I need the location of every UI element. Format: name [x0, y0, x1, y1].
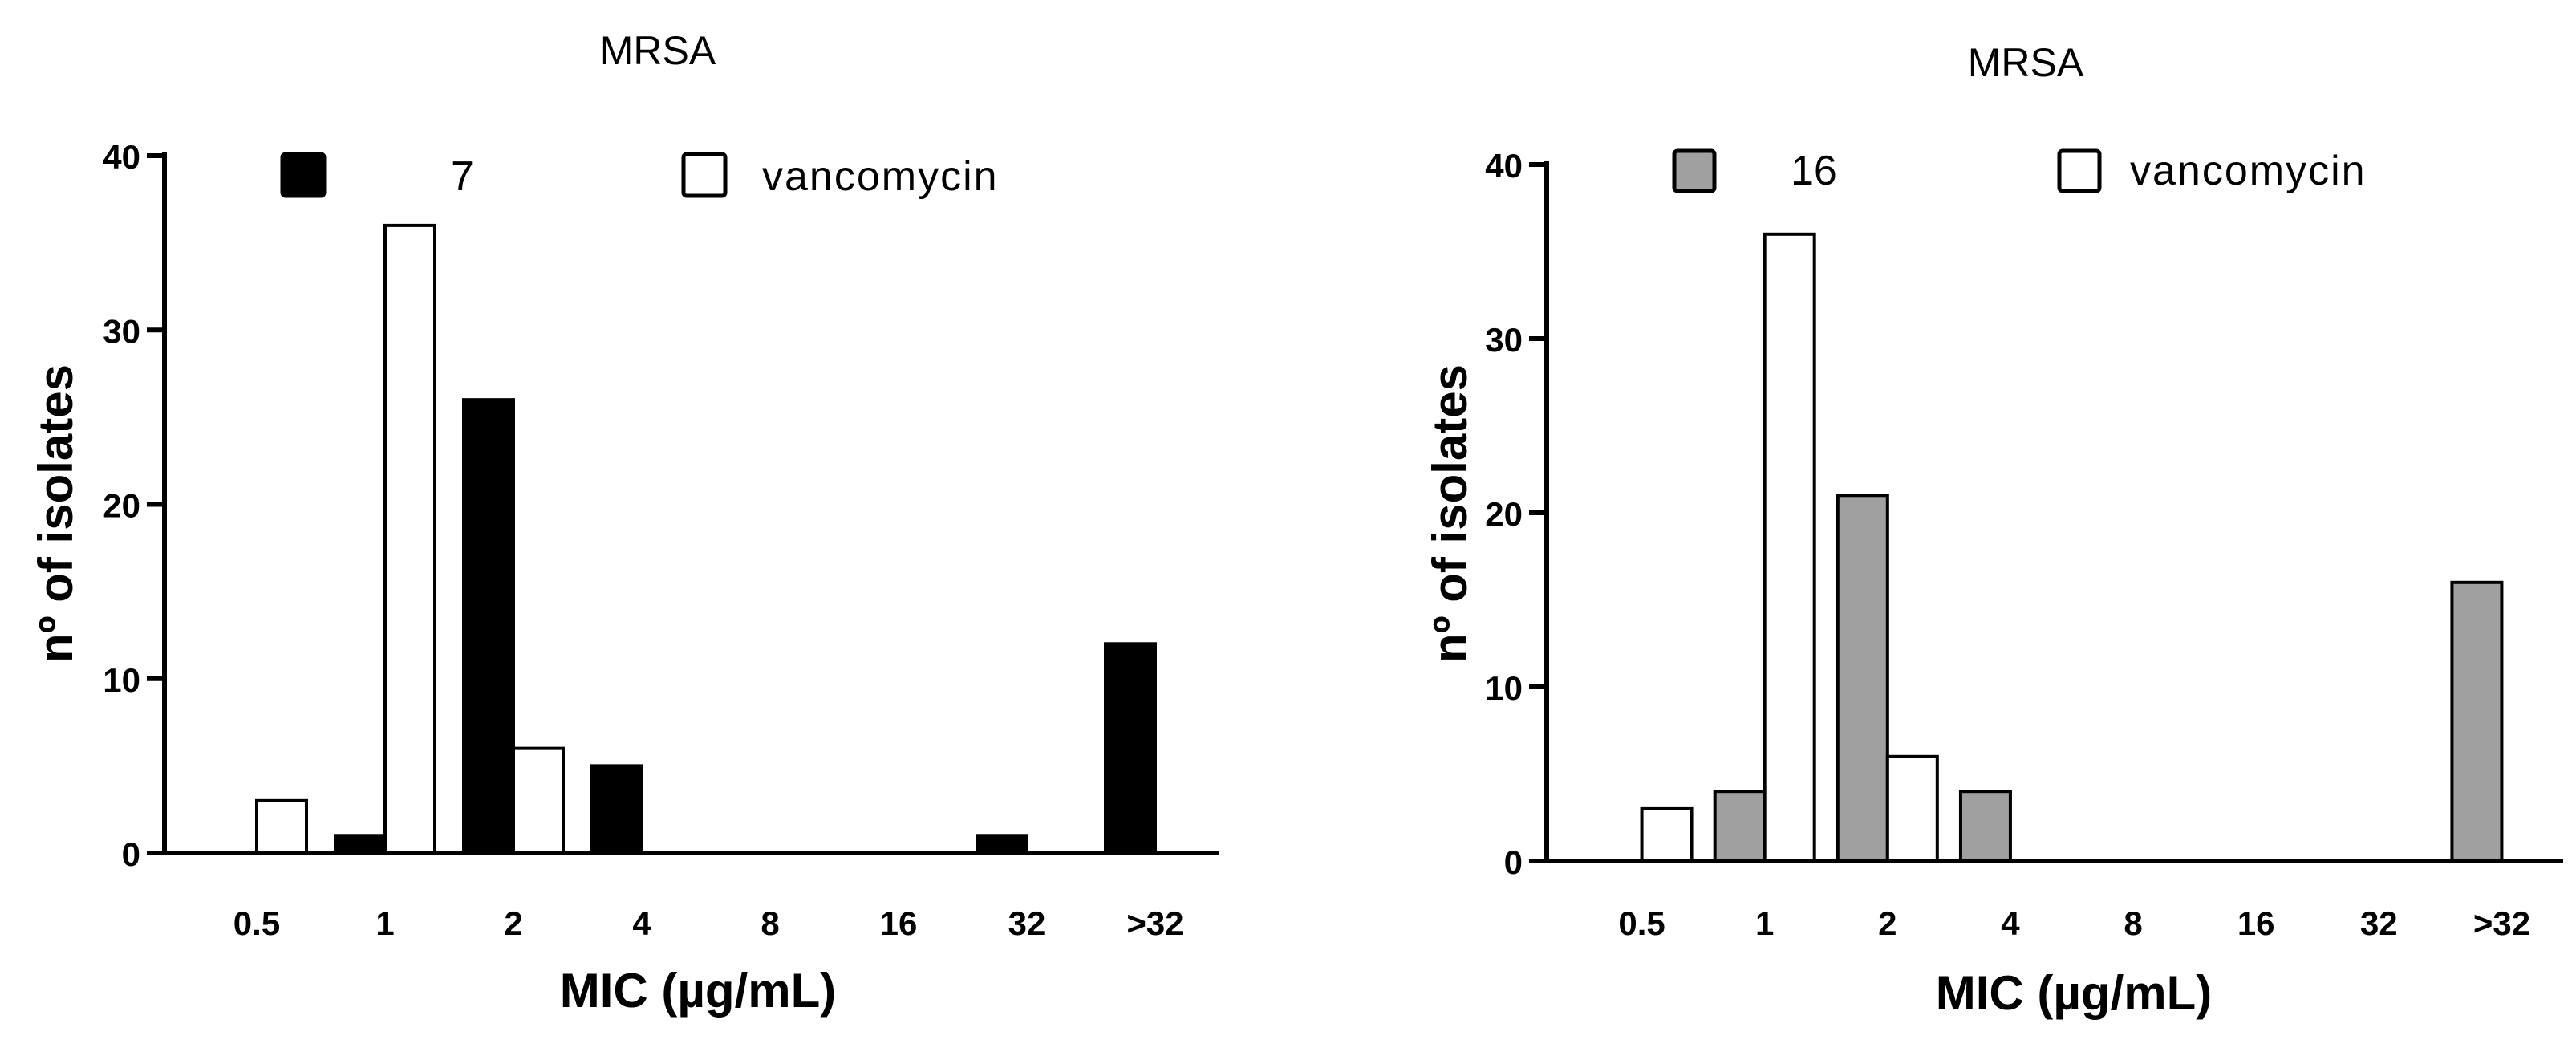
y-tick-label: 30: [103, 312, 140, 350]
bar-vancomycin-1: [1763, 232, 1816, 863]
x-tick-label: 2: [504, 904, 522, 942]
chart-panel-right: MRSA nº of isolates MIC (µg/mL) 0.5 1 2 4 8 1…: [1423, 40, 2563, 1020]
bar-compound-2: [462, 398, 515, 855]
legend-swatch: [2057, 148, 2102, 193]
legend-swatch: [1672, 148, 1717, 193]
x-tick-label: 32: [1008, 904, 1046, 942]
y-axis-label: nº of isolates: [29, 364, 83, 663]
y-tick-label: 0: [1504, 843, 1523, 881]
chart-title: MRSA: [600, 28, 716, 73]
y-tick-label: 0: [122, 835, 140, 873]
x-tick-label: 0.5: [233, 904, 280, 942]
legend: 16 vancomycin: [1672, 148, 2367, 194]
bar-vancomycin-1: [383, 223, 436, 855]
bar-vancomycin-0: [255, 798, 308, 855]
bar-vancomycin-2: [1885, 754, 1939, 863]
y-tick-label: 20: [1485, 495, 1523, 533]
legend: 7 vancomycin: [280, 152, 999, 200]
y-tick-label: 20: [103, 487, 140, 525]
bar-compound-1: [1713, 790, 1767, 863]
x-tick-label: >32: [2473, 904, 2530, 942]
y-axis-label: nº of isolates: [1423, 364, 1477, 663]
legend-swatch: [681, 152, 728, 198]
bars: [255, 223, 1157, 855]
chart-title: MRSA: [1968, 40, 2084, 85]
legend-label: 7: [451, 153, 474, 200]
x-tick-label: 8: [2124, 904, 2142, 942]
axes: 0.5 1 2 4 8 16 32 >32 0 10 20 30 40: [103, 138, 1219, 942]
y-tick-label: 10: [103, 661, 140, 699]
x-tick-label: 1: [1755, 904, 1774, 942]
legend-label: 16: [1791, 148, 1837, 194]
bar-compound-7: [2450, 580, 2504, 863]
x-axis-label: MIC (µg/mL): [560, 964, 837, 1018]
x-tick-label: 16: [2237, 904, 2275, 942]
bar-vancomycin-0: [1640, 806, 1694, 863]
bar-compound-3: [590, 764, 643, 855]
bar-vancomycin-2: [512, 746, 565, 855]
legend-swatch: [280, 152, 327, 198]
bar-compound-2: [1836, 494, 1889, 863]
x-tick-label: 0.5: [1618, 904, 1665, 942]
x-tick-label: 4: [2001, 904, 2020, 942]
x-tick-label: >32: [1126, 904, 1183, 942]
x-axis-label: MIC (µg/mL): [1936, 966, 2213, 1020]
bar-compound-1: [334, 834, 387, 855]
chart-panel-left: MRSA nº of isolates MIC (µg/mL) 0.5 1 2 4 8 1…: [29, 28, 1219, 1018]
axes: 0.5 1 2 4 8 16 32 >32 0 10 20 30 40: [1485, 147, 2563, 942]
y-tick-label: 40: [1485, 147, 1523, 185]
y-tick-label: 10: [1485, 669, 1523, 707]
bar-compound-7: [1104, 642, 1157, 855]
bar-compound-3: [1958, 790, 2012, 863]
y-tick-label: 40: [103, 138, 140, 176]
legend-label: vancomycin: [2130, 148, 2367, 194]
x-tick-label: 4: [632, 904, 651, 942]
x-tick-label: 1: [375, 904, 394, 942]
x-tick-label: 16: [880, 904, 918, 942]
x-tick-label: 32: [2360, 904, 2398, 942]
bar-compound-6: [976, 834, 1028, 855]
x-tick-label: 2: [1878, 904, 1897, 942]
y-tick-label: 30: [1485, 321, 1523, 359]
x-tick-label: 8: [761, 904, 779, 942]
bars: [1640, 232, 2504, 863]
legend-label: vancomycin: [762, 153, 999, 200]
